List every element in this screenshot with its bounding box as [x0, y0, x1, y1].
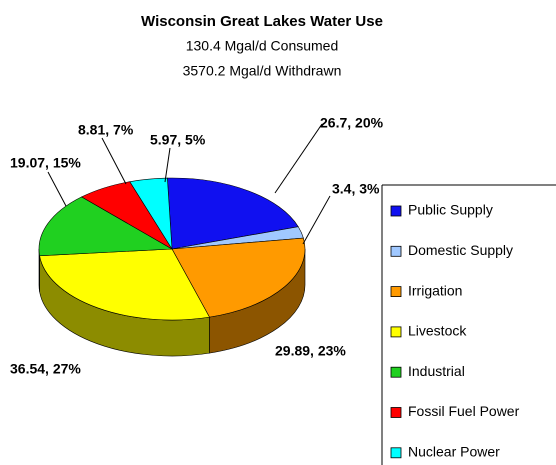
leader-line: [274, 123, 323, 194]
legend-swatch: [390, 366, 402, 378]
leader-line: [164, 147, 171, 183]
pie-slice: [38, 196, 174, 257]
legend-swatch: [390, 205, 402, 217]
legend-swatch: [390, 407, 402, 418]
data-label: 8.81, 7%: [78, 122, 134, 138]
data-label: 26.7, 20%: [320, 115, 384, 131]
chart-subtitle: 130.4 Mgal/d Consumed: [186, 38, 339, 54]
data-label: 5.97, 5%: [150, 132, 206, 148]
pie-slice: [171, 237, 306, 318]
legend-swatch: [390, 245, 402, 257]
data-label: 19.07, 15%: [10, 155, 81, 171]
chart-title: Wisconsin Great Lakes Water Use: [141, 13, 383, 30]
pie-slice: [129, 177, 173, 250]
legend-swatch: [390, 447, 402, 459]
data-label: 36.54, 27%: [10, 361, 81, 377]
legend-label: Domestic Supply: [408, 242, 513, 258]
pie-slice: [39, 248, 210, 321]
legend-label: Industrial: [408, 363, 465, 379]
pie-slice: [167, 177, 299, 250]
chart-subtitle: 3570.2 Mgal/d Withdrawn: [183, 63, 342, 79]
leader-line: [302, 195, 331, 245]
legend-label: Nuclear Power: [408, 444, 500, 460]
leader-line: [101, 137, 127, 185]
legend-label: Public Supply: [408, 202, 493, 218]
legend-swatch: [390, 286, 402, 298]
data-label: 29.89, 23%: [275, 343, 346, 359]
legend-label: Fossil Fuel Power: [408, 403, 520, 419]
legend-label: Livestock: [408, 323, 467, 339]
legend-label: Irrigation: [408, 282, 462, 298]
leader-line: [47, 171, 67, 207]
legend-swatch: [390, 326, 402, 338]
data-label: 3.4, 3%: [332, 181, 380, 197]
